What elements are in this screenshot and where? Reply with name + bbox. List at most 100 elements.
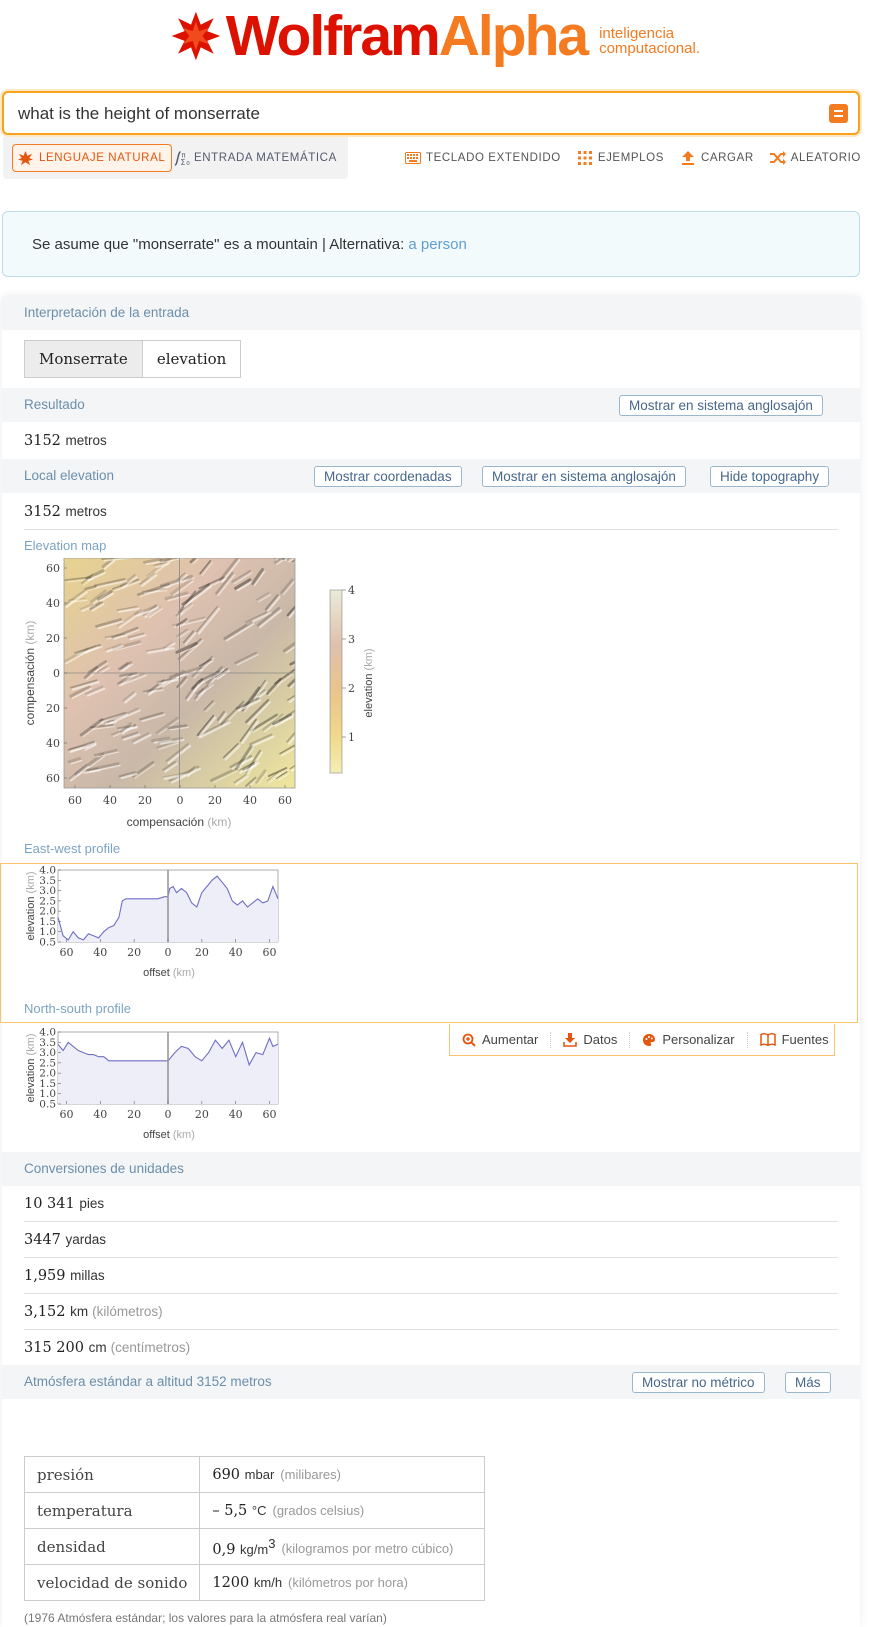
profile-y-tick-label: 0.5 [39, 1099, 56, 1111]
terrain-ridge [89, 723, 114, 729]
profile-y-tick-label: 3.5 [39, 1037, 56, 1049]
terrain-highlight [120, 664, 131, 672]
profile-x-unit: (km) [173, 1129, 195, 1141]
search-box[interactable]: what is the height of monserrate [2, 91, 860, 135]
elevation-map[interactable]: 60 40 20 0 20 40 60 60 40 20 0 20 40 60 compensación… [24, 558, 384, 848]
terrain-highlight [199, 672, 222, 685]
terrain-highlight [216, 669, 231, 680]
math-input-button[interactable]: π Σ 0 ENTRADA MATEMÁTICA [173, 144, 337, 172]
terrain-ridge [118, 671, 138, 678]
terrain-ridge [110, 723, 136, 736]
terrain-ridge [242, 762, 256, 771]
terrain-ridge [121, 731, 139, 739]
profile-y-label: elevation (km) [25, 871, 37, 940]
result-anglo-button[interactable]: Mostrar en sistema anglosajón [619, 395, 823, 416]
map-x-tick-label: 60 [68, 794, 82, 807]
examples-button[interactable]: EJEMPLOS [577, 151, 664, 165]
terrain-highlight [70, 759, 83, 765]
terrain-highlight [178, 574, 188, 583]
terrain-ridge [117, 661, 129, 671]
pod-title-result: Resultado [24, 397, 85, 412]
search-input[interactable]: what is the height of monserrate [18, 104, 260, 123]
terrain-ridge [255, 769, 267, 784]
wolframalpha-logo[interactable]: Wolfram Alpha inteligencia computacional. [170, 0, 700, 72]
terrain-ridge [96, 590, 113, 601]
terrain-highlight [113, 629, 140, 641]
legend-tick-label: 3 [348, 633, 355, 646]
terrain-highlight [106, 644, 125, 653]
legend-tick-label: 1 [348, 731, 355, 744]
assumption-main: Se asume que "monserrate" es a mountain … [32, 236, 409, 253]
terrain-highlight [66, 578, 93, 583]
terrain-ridge [198, 576, 225, 590]
show-nonmetric-button[interactable]: Mostrar no métrico [632, 1372, 765, 1393]
terrain-ridge [175, 641, 198, 654]
random-button[interactable]: ALEATORIO [769, 151, 861, 165]
more-button[interactable]: Más [785, 1372, 831, 1393]
terrain-highlight [129, 634, 147, 641]
terrain-ridge [156, 677, 177, 683]
assumption-box: Se asume que "monserrate" es a mountain … [2, 211, 860, 277]
profile-y-label: elevation (km) [25, 1033, 37, 1102]
terrain-ridge [134, 604, 158, 615]
terrain-ridge [287, 677, 295, 687]
terrain-ridge [69, 685, 91, 698]
toolbar: TECLADO EXTENDIDO EJEMPLOS CARGAR ALEATO… [405, 151, 861, 165]
ns-profile-chart[interactable]: 4.03.53.02.52.01.51.00.560 40 20 0 20 40 60ele… [24, 1028, 294, 1148]
terrain-ridge [95, 618, 123, 628]
separator [24, 529, 838, 530]
pod-title-atmosphere: Atmósfera estándar a altitud 3152 metros [24, 1374, 272, 1389]
terrain-ridge [168, 666, 202, 679]
terrain-ridge [118, 771, 136, 778]
map-x-tick-label: 40 [103, 794, 117, 807]
compute-equals-icon[interactable] [829, 104, 848, 123]
terrain-highlight [218, 712, 228, 724]
terrain-highlight [235, 775, 249, 786]
terrain-highlight [164, 762, 178, 773]
shuffle-icon [769, 151, 786, 165]
terrain-ridge [191, 678, 204, 690]
terrain-ridge [215, 571, 234, 595]
terrain-highlight [120, 773, 138, 780]
result-number: 3152 [24, 433, 61, 449]
zoom-icon [462, 1033, 476, 1047]
terrain-ridge [122, 691, 135, 702]
data-button[interactable]: Datos [551, 1031, 631, 1048]
terrain-highlight [199, 721, 232, 739]
logo-wolfram-text: Wolfram [225, 4, 441, 68]
terrain-highlight [121, 576, 138, 589]
terrain-ridge [176, 676, 187, 689]
terrain-highlight [167, 594, 190, 602]
terrain-ridge [142, 687, 163, 693]
terrain-ridge [278, 709, 295, 722]
profile-y-tick-label: 4.0 [39, 1028, 56, 1039]
ew-profile-chart[interactable]: 4.03.53.02.52.01.51.00.560 40 20 0 20 40 60ele… [24, 866, 294, 986]
local-anglo-button[interactable]: Mostrar en sistema anglosajón [482, 466, 686, 487]
terrain-ridge [203, 700, 214, 711]
customize-button[interactable]: Personalizar [630, 1031, 748, 1048]
map-y-label: compensación (km) [24, 621, 37, 726]
zoom-button[interactable]: Aumentar [450, 1031, 552, 1048]
terrain-ridge [111, 626, 139, 639]
terrain-highlight [71, 681, 100, 691]
terrain-ridge [163, 641, 173, 648]
hide-topography-button[interactable]: Hide topography [710, 466, 830, 487]
legend-label: elevation (km) [363, 648, 375, 717]
terrain-highlight [186, 683, 201, 702]
terrain-highlight [90, 662, 109, 675]
upload-button[interactable]: CARGAR [680, 151, 754, 165]
alternative-link[interactable]: a person [408, 236, 467, 253]
terrain-ridge [103, 719, 115, 724]
terrain-ridge [89, 600, 103, 610]
terrain-ridge [279, 744, 295, 755]
terrain-ridge [265, 677, 282, 695]
map-x-tick-label: 0 [177, 794, 184, 807]
terrain-ridge [98, 711, 126, 722]
terrain-ridge [273, 558, 284, 564]
map-x-tick-label: 60 [278, 794, 292, 807]
terrain-ridge [282, 641, 295, 653]
natural-language-button[interactable]: LENGUAJE NATURAL [12, 144, 173, 172]
extended-keyboard-button[interactable]: TECLADO EXTENDIDO [405, 151, 561, 165]
show-coordinates-button[interactable]: Mostrar coordenadas [314, 466, 462, 487]
sources-button[interactable]: Fuentes [748, 1032, 841, 1048]
